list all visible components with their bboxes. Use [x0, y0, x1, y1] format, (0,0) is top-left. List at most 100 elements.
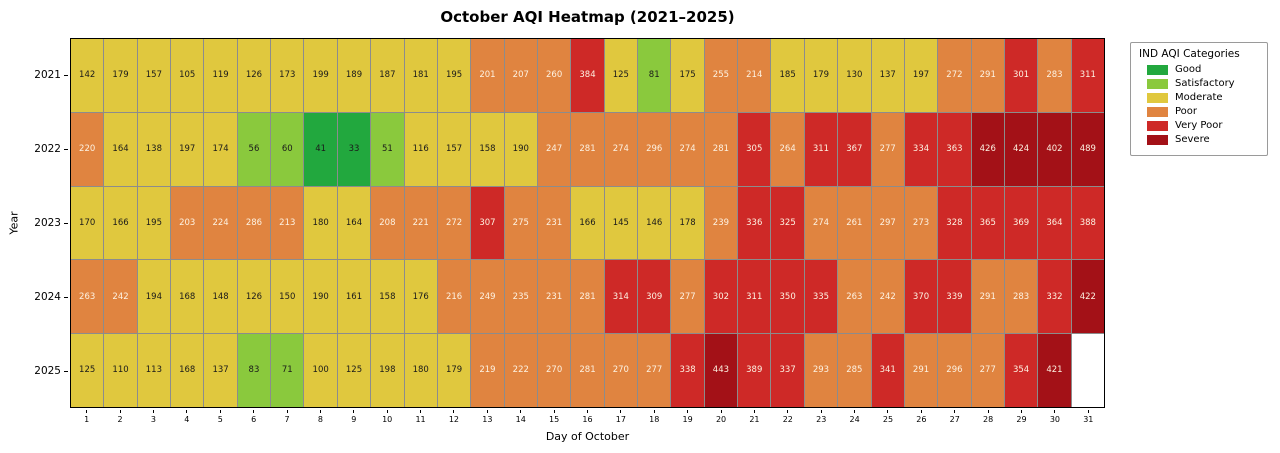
heatmap-cell: 201 [471, 39, 504, 112]
heatmap-cell: 283 [1004, 260, 1038, 334]
x-tick-mark [920, 409, 922, 413]
x-tick: 7 [270, 409, 303, 428]
heatmap-cell: 168 [171, 334, 204, 407]
x-tick-mark [253, 409, 255, 413]
heatmap-cell: 291 [971, 260, 1004, 334]
heatmap-cell: 370 [904, 260, 938, 334]
x-tick-label: 30 [1049, 414, 1060, 424]
heatmap-cell: 71 [271, 334, 304, 407]
heatmap-cell: 332 [1038, 260, 1071, 334]
heatmap-cell: 190 [304, 260, 337, 334]
x-tick-mark [854, 409, 856, 413]
x-axis-label: Day of October [545, 430, 630, 443]
x-tick-label: 19 [682, 414, 693, 424]
legend-item-label: Very Poor [1175, 120, 1223, 131]
heatmap-cell: 281 [571, 112, 604, 186]
y-tick-mark [64, 222, 68, 224]
x-tick-mark [954, 409, 956, 413]
heatmap-cell: 293 [804, 334, 838, 407]
heatmap-cell: 291 [904, 334, 938, 407]
x-tick: 27 [938, 409, 971, 428]
x-tick-mark [520, 409, 522, 413]
heatmap-cell: 195 [137, 186, 171, 260]
legend-item-label: Good [1175, 64, 1202, 75]
heatmap-cell [1071, 334, 1104, 407]
x-tick-label: 23 [816, 414, 827, 424]
heatmap-cell: 283 [1038, 39, 1071, 112]
x-tick: 17 [604, 409, 637, 428]
heatmap-cell: 198 [371, 334, 404, 407]
heatmap-cell: 325 [771, 186, 804, 260]
y-tick: 2023 [0, 186, 68, 260]
legend-item-label: Moderate [1175, 92, 1223, 103]
x-tick-mark [119, 409, 121, 413]
x-tick-mark [486, 409, 488, 413]
heatmap-cell: 197 [904, 39, 938, 112]
heatmap-cell: 146 [638, 186, 671, 260]
x-tick: 9 [337, 409, 370, 428]
heatmap-cell: 207 [504, 39, 537, 112]
heatmap-cell: 164 [104, 112, 137, 186]
heatmap-cell: 261 [838, 186, 871, 260]
x-tick: 30 [1038, 409, 1071, 428]
heatmap-cell: 208 [371, 186, 404, 260]
heatmap-cell: 179 [804, 39, 838, 112]
heatmap-cell: 311 [738, 260, 771, 334]
heatmap-cell: 334 [904, 112, 938, 186]
heatmap-cell: 354 [1004, 334, 1038, 407]
y-tick: 2022 [0, 112, 68, 186]
heatmap-cell: 221 [404, 186, 437, 260]
x-tick-label: 5 [217, 414, 223, 424]
heatmap-cell: 338 [671, 334, 704, 407]
x-tick: 12 [437, 409, 470, 428]
heatmap-cell: 388 [1071, 186, 1104, 260]
heatmap-cell: 277 [671, 260, 704, 334]
heatmap-cell: 105 [171, 39, 204, 112]
legend-item: Very Poor [1147, 120, 1259, 131]
heatmap-cell: 180 [404, 334, 437, 407]
heatmap-cell: 175 [671, 39, 704, 112]
heatmap-cell: 219 [471, 334, 504, 407]
heatmap-cell: 311 [1071, 39, 1104, 112]
x-tick-mark [653, 409, 655, 413]
heatmap-cell: 145 [604, 186, 638, 260]
heatmap-cell: 224 [204, 186, 237, 260]
x-tick-mark [1021, 409, 1023, 413]
heatmap-cell: 203 [171, 186, 204, 260]
x-tick-mark [86, 409, 88, 413]
x-tick-mark [887, 409, 889, 413]
heatmap-cell: 125 [71, 334, 104, 407]
heatmap-cell: 56 [237, 112, 271, 186]
x-tick-mark [319, 409, 321, 413]
heatmap-cell: 214 [738, 39, 771, 112]
heatmap-cell: 235 [504, 260, 537, 334]
x-tick-mark [687, 409, 689, 413]
x-tick-label: 10 [382, 414, 393, 424]
y-tick-mark [64, 148, 68, 150]
x-tick-label: 28 [983, 414, 994, 424]
heatmap-cell: 197 [171, 112, 204, 186]
x-tick-mark [553, 409, 555, 413]
heatmap-cell: 263 [838, 260, 871, 334]
x-tick-mark [753, 409, 755, 413]
heatmap-cell: 301 [1004, 39, 1038, 112]
heatmap-cell: 307 [471, 186, 504, 260]
x-tick-mark [787, 409, 789, 413]
x-tick-mark [720, 409, 722, 413]
legend-item-label: Severe [1175, 134, 1210, 145]
x-tick-mark [353, 409, 355, 413]
heatmap-cell: 402 [1038, 112, 1071, 186]
heatmap-cell: 179 [437, 334, 471, 407]
heatmap-cell: 181 [404, 39, 437, 112]
heatmap-cell: 270 [537, 334, 571, 407]
heatmap-cell: 60 [271, 112, 304, 186]
heatmap-cell: 296 [638, 112, 671, 186]
heatmap-cell: 164 [337, 186, 371, 260]
heatmap-cell: 272 [437, 186, 471, 260]
x-tick: 11 [404, 409, 437, 428]
heatmap-grid: 142 179 157 105 119 126 173 199 189 187 181 195 201 2… [70, 38, 1105, 408]
heatmap-cell: 365 [971, 186, 1004, 260]
x-tick: 10 [370, 409, 403, 428]
heatmap-cell: 328 [938, 186, 971, 260]
heatmap-cell: 41 [304, 112, 337, 186]
